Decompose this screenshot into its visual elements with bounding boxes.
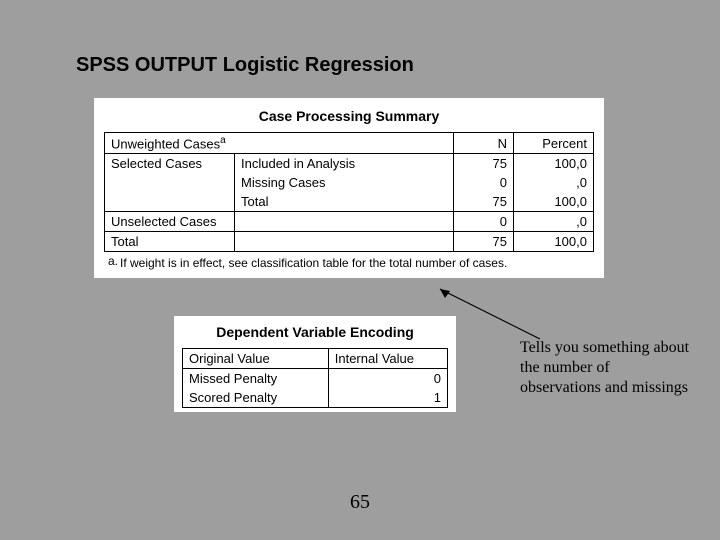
- case-processing-panel: Case Processing Summary Unweighted Cases…: [94, 98, 604, 278]
- slide-title: SPSS OUTPUT Logistic Regression: [76, 54, 414, 77]
- dep-var-encoding-table: Original Value Internal Value Missed Pen…: [182, 348, 448, 408]
- table2-title: Dependent Variable Encoding: [182, 324, 448, 340]
- annotation-text: Tells you something about the number of …: [520, 338, 690, 398]
- table1-footnote: a. If weight is in effect, see classific…: [104, 252, 594, 272]
- dep-var-encoding-panel: Dependent Variable Encoding Original Val…: [174, 316, 456, 412]
- case-processing-table: Unweighted Casesa N Percent Selected Cas…: [104, 132, 594, 252]
- col-header-n: N: [454, 133, 514, 154]
- col-header-original: Original Value: [183, 349, 329, 369]
- table-row: Total 75 100,0: [105, 232, 594, 252]
- page-number: 65: [0, 491, 720, 514]
- table-row: Missing Cases 0 ,0: [105, 173, 594, 192]
- table-row: Missed Penalty 0: [183, 369, 448, 389]
- table-row: Total 75 100,0: [105, 192, 594, 212]
- col-header-percent: Percent: [514, 133, 594, 154]
- col-header-internal: Internal Value: [328, 349, 447, 369]
- table-row: Selected Cases Included in Analysis 75 1…: [105, 154, 594, 174]
- col-header-cases: Unweighted Casesa: [105, 133, 454, 154]
- table-row: Unselected Cases 0 ,0: [105, 212, 594, 232]
- table1-title: Case Processing Summary: [104, 108, 594, 124]
- table-row: Scored Penalty 1: [183, 388, 448, 408]
